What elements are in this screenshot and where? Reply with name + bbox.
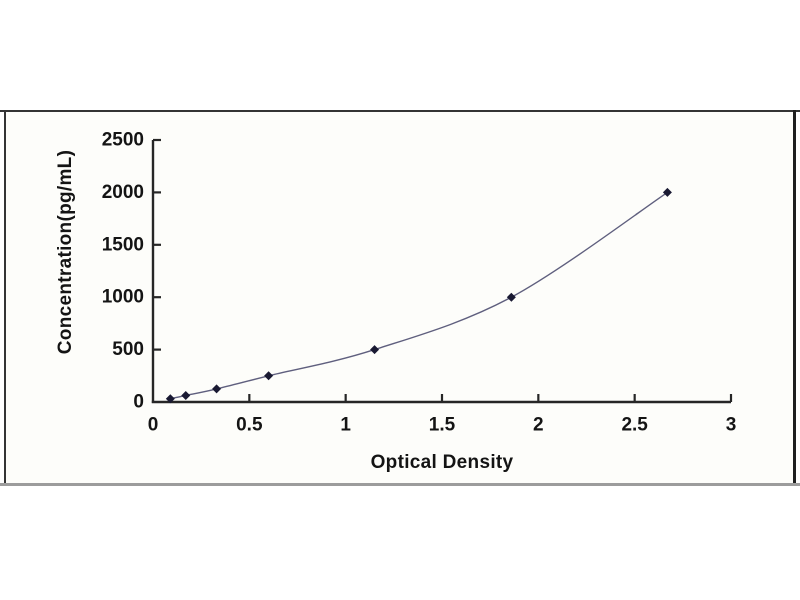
y-axis-title: Concentration(pg/mL): [55, 149, 76, 355]
standard-curve-line: [170, 191, 668, 400]
x-tick-label: 0.5: [236, 415, 263, 436]
data-point-marker: [662, 187, 672, 197]
x-tick-label: 1.5: [429, 415, 456, 436]
x-tick-label: 2: [533, 415, 544, 436]
y-tick-label: 1000: [102, 287, 144, 308]
y-tick-label: 0: [133, 392, 144, 413]
x-tick-label: 3: [726, 415, 737, 436]
plot-frame-bottom-border: [0, 483, 800, 486]
x-tick-label: 2.5: [621, 415, 648, 436]
y-tick-label: 500: [112, 339, 144, 360]
data-point-marker: [165, 394, 175, 404]
data-point-marker: [181, 390, 191, 400]
data-point-marker: [212, 384, 222, 394]
plot-frame-background: [6, 112, 795, 483]
data-point-marker: [264, 371, 274, 381]
y-tick-label: 1500: [102, 234, 144, 255]
x-axis-title: Optical Density: [370, 452, 514, 473]
data-point-marker: [506, 292, 516, 302]
plot-frame-left-border: [4, 110, 6, 483]
data-point-marker: [370, 345, 380, 355]
x-tick-label: 0: [148, 415, 159, 436]
plot-frame-right-border: [793, 110, 796, 483]
plot-frame-top-border: [0, 110, 800, 112]
y-tick-label: 2500: [102, 130, 144, 151]
y-tick-label: 2000: [102, 182, 144, 203]
x-tick-label: 1: [340, 415, 351, 436]
